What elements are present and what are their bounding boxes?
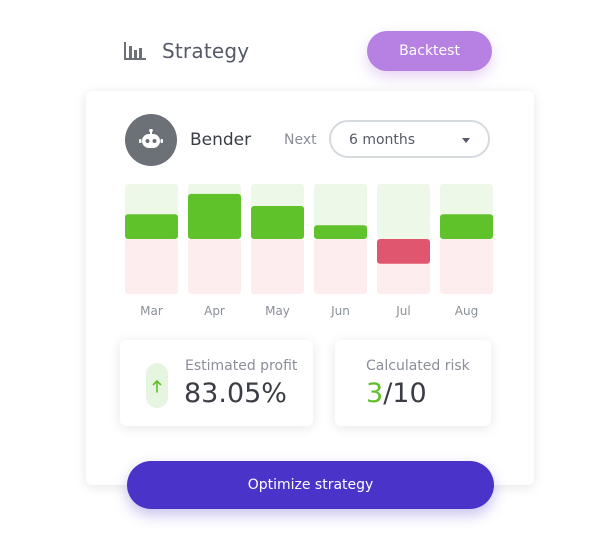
month-label-jul: Jul [395, 304, 410, 318]
calculated-risk-card: Calculated risk 3/10 [335, 340, 491, 426]
robot-icon [139, 129, 163, 148]
avatar [125, 114, 177, 166]
bar-background-negative [440, 239, 493, 294]
bar-background-negative [314, 239, 367, 294]
month-label-apr: Apr [204, 304, 225, 318]
month-label-jun: Jun [330, 304, 350, 318]
bar-chart-icon [124, 42, 146, 60]
month-label-may: May [265, 304, 290, 318]
arrow-up-icon [146, 363, 168, 408]
chevron-down-icon [462, 138, 470, 143]
bar-background-positive [377, 184, 430, 239]
calculated-risk-value: 3/10 [366, 378, 427, 409]
page-title: Strategy [162, 39, 250, 63]
estimated-profit-label: Estimated profit [185, 358, 298, 374]
bar-background-negative [188, 239, 241, 294]
period-label: Next [284, 132, 317, 148]
estimated-profit-value: 83.05% [184, 378, 287, 409]
bar-mar [125, 214, 178, 239]
bar-may [251, 206, 304, 239]
period-select[interactable]: 6 months [329, 120, 490, 158]
calculated-risk-label: Calculated risk [366, 358, 470, 374]
risk-max: /10 [383, 378, 427, 409]
bar-background-negative [251, 239, 304, 294]
period-select-value: 6 months [349, 132, 416, 148]
bar-jul [377, 239, 430, 264]
estimated-profit-card: Estimated profit 83.05% [120, 340, 313, 426]
bot-name: Bender [190, 130, 252, 150]
bar-jun [314, 225, 367, 239]
backtest-button[interactable]: Backtest [367, 31, 492, 71]
month-label-mar: Mar [140, 304, 163, 318]
month-label-aug: Aug [455, 304, 478, 318]
bar-aug [440, 214, 493, 239]
risk-score: 3 [366, 378, 384, 409]
bar-background-negative [125, 239, 178, 294]
bar-apr [188, 193, 241, 239]
optimize-strategy-button[interactable]: Optimize strategy [127, 461, 494, 509]
